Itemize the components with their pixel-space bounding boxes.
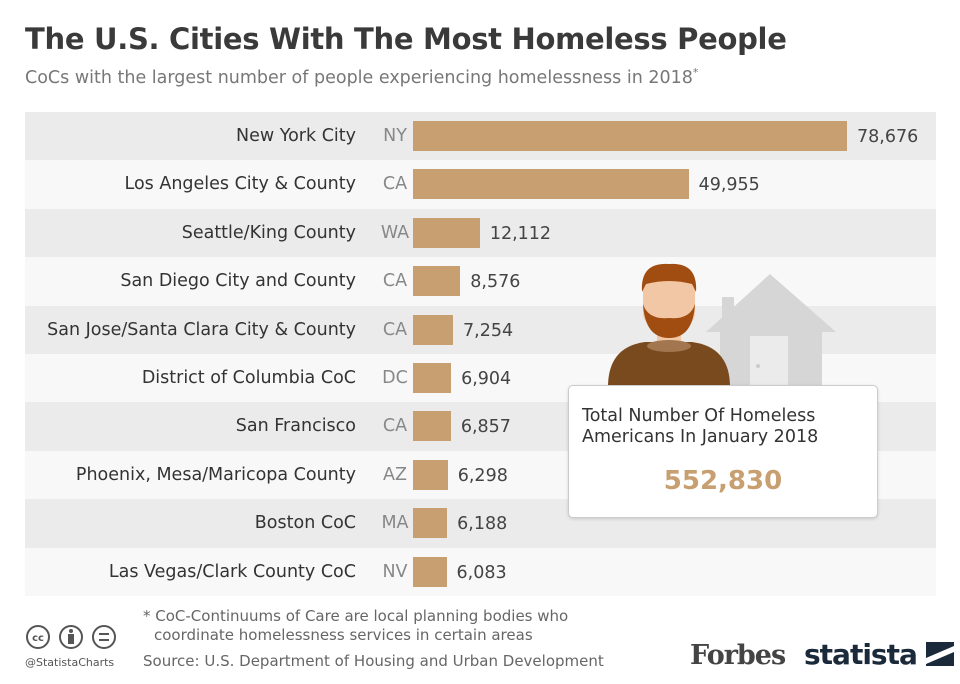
bar (413, 217, 480, 248)
statista-logo-icon (925, 642, 954, 666)
chart-subtitle: CoCs with the largest number of people e… (25, 66, 698, 88)
value-label: 6,857 (460, 417, 511, 438)
category-label: Phoenix, Mesa/Maricopa County (75, 464, 356, 485)
statista-wordmark: statista (804, 638, 918, 671)
value-label: 8,576 (470, 272, 521, 293)
category-label: Seattle/King County (181, 222, 356, 243)
category-label: Las Vegas/Clark County CoC (108, 561, 356, 582)
statista-handle: @StatistaCharts (25, 656, 115, 669)
bar (413, 362, 452, 393)
value-label: 6,188 (457, 514, 508, 535)
bar (413, 508, 448, 539)
chart-row: Los Angeles City & County CA 49,955 (25, 160, 936, 209)
chart-row: Las Vegas/Clark County CoC NV 6,083 (25, 547, 936, 596)
person-house-illustration (608, 263, 836, 392)
footnote-mark: * (692, 66, 699, 79)
chart-row: New York City NY 78,676 (25, 112, 936, 161)
category-label: District of Columbia CoC (141, 367, 356, 388)
value-label: 6,298 (457, 465, 508, 486)
state-label: MA (381, 513, 409, 534)
bar (413, 314, 453, 345)
footnote-line: coordinate homelessness services in cert… (154, 626, 533, 644)
bar (413, 266, 461, 297)
bar (413, 556, 447, 587)
cc-icon: cc (26, 625, 50, 649)
bar (413, 169, 689, 200)
chart-row: San Diego City and County CA 8,576 (25, 257, 936, 306)
state-label: CA (382, 416, 408, 437)
value-label: 6,083 (456, 562, 507, 583)
bar (413, 459, 448, 490)
category-label: San Jose/Santa Clara City & County (47, 319, 356, 340)
value-label: 12,112 (489, 223, 552, 244)
category-label: San Francisco (235, 416, 356, 437)
bar (413, 121, 847, 151)
callout-value: 552,830 (663, 466, 783, 496)
state-label: NV (382, 561, 408, 582)
state-label: WA (380, 222, 410, 243)
state-label: NY (383, 126, 407, 146)
value-label: 49,955 (698, 175, 760, 196)
attribution-icon (59, 625, 83, 649)
bar (413, 411, 451, 442)
chart-row: Seattle/King County WA 12,112 (25, 208, 936, 258)
category-label: Los Angeles City & County (124, 174, 356, 195)
forbes-logo: Forbes (690, 640, 786, 671)
source-text: Source: U.S. Department of Housing and U… (143, 652, 604, 670)
category-label: Boston CoC (254, 513, 356, 534)
state-label: CA (382, 271, 408, 292)
category-label: San Diego City and County (120, 271, 356, 292)
chart-title: The U.S. Cities With The Most Homeless P… (25, 22, 787, 56)
house-icon (706, 274, 836, 392)
person-icon (608, 263, 730, 387)
svg-text:cc: cc (32, 633, 44, 644)
footnote-line: * CoC-Continuums of Care are local plann… (143, 607, 569, 625)
license-icons: cc (26, 625, 116, 649)
category-label: New York City (236, 126, 356, 146)
callout-label: Total Number Of Homeless Americans In Ja… (582, 406, 819, 447)
value-label: 78,676 (857, 127, 919, 147)
total-callout-card: Total Number Of Homeless Americans In Ja… (568, 385, 878, 518)
statista-logo: statista (804, 638, 954, 671)
value-label: 6,904 (461, 368, 512, 389)
state-label: CA (382, 319, 408, 340)
state-label: CA (382, 174, 408, 195)
footnote: * CoC-Continuums of Care are local plann… (143, 607, 568, 645)
subtitle-text: CoCs with the largest number of people e… (25, 67, 693, 88)
state-label: DC (382, 367, 408, 388)
state-label: AZ (383, 464, 407, 485)
value-label: 7,254 (463, 320, 514, 341)
no-derivatives-icon (92, 625, 116, 649)
